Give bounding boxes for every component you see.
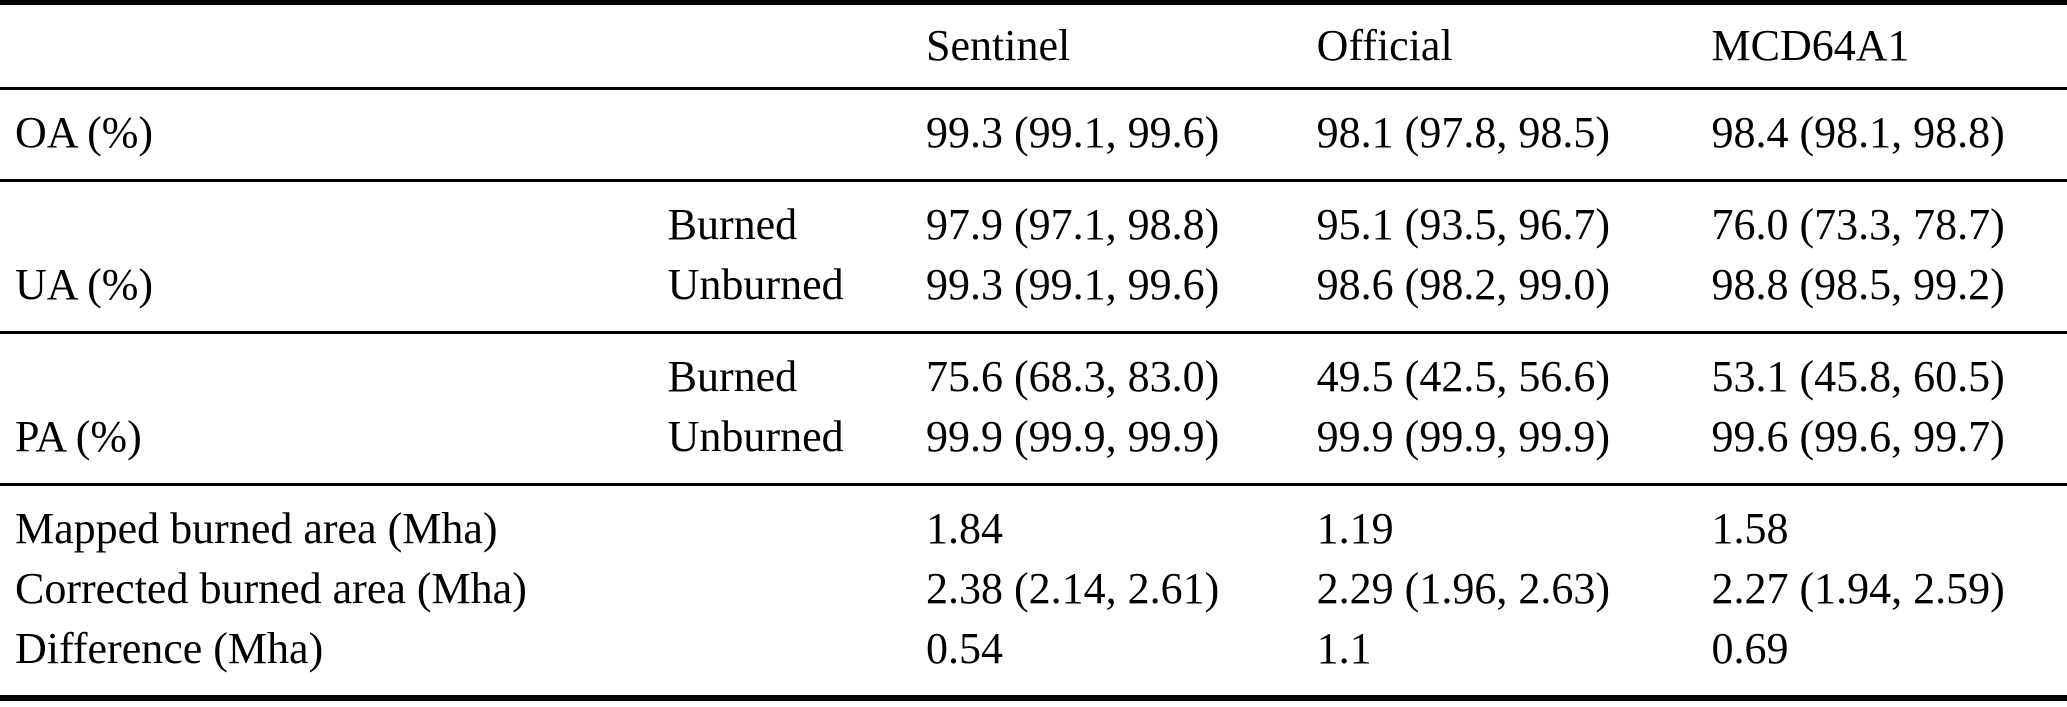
row-label-pa: PA (%) [15,412,142,461]
section-oa: OA (%) 99.3 (99.1, 99.6) 98.1 (97.8, 98.… [0,89,2067,181]
cell-pa-unburned-official: 99.9 (99.9, 99.9) [1316,412,1610,461]
section-pa: Burned 75.6 (68.3, 83.0) 49.5 (42.5, 56.… [0,333,2067,485]
cell-corrected-mcd64a1: 2.27 (1.94, 2.59) [1711,564,2005,613]
cell-pa-burned-mcd64a1: 53.1 (45.8, 60.5) [1711,352,2005,401]
cell-ua-unburned-mcd64a1: 98.8 (98.5, 99.2) [1711,260,2005,309]
cell-oa-mcd64a1: 98.4 (98.1, 98.8) [1711,108,2005,157]
table-row-corrected-area: Corrected burned area (Mha) 2.38 (2.14, … [0,559,2067,619]
cell-pa-unburned-sentinel: 99.9 (99.9, 99.9) [926,412,1220,461]
cell-corrected-sentinel: 2.38 (2.14, 2.61) [926,564,1220,613]
sublabel-pa-unburned: Unburned [667,412,844,461]
column-header-sentinel: Sentinel [926,21,1071,70]
sublabel-pa-burned: Burned [667,352,798,401]
column-header-mcd64a1: MCD64A1 [1711,21,1910,70]
cell-pa-burned-sentinel: 75.6 (68.3, 83.0) [926,352,1220,401]
cell-ua-unburned-sentinel: 99.3 (99.1, 99.6) [926,260,1220,309]
cell-pa-burned-official: 49.5 (42.5, 56.6) [1316,352,1610,401]
row-label-difference: Difference (Mha) [15,624,324,673]
table-row-ua-burned: Burned 97.9 (97.1, 98.8) 95.1 (93.5, 96.… [0,181,2067,256]
cell-ua-burned-sentinel: 97.9 (97.1, 98.8) [926,200,1220,249]
header-row: Sentinel Official MCD64A1 [0,3,2067,89]
cell-pa-unburned-mcd64a1: 99.6 (99.6, 99.7) [1711,412,2005,461]
cell-oa-sentinel: 99.3 (99.1, 99.6) [926,108,1220,157]
table-row-pa-burned: Burned 75.6 (68.3, 83.0) 49.5 (42.5, 56.… [0,333,2067,408]
sublabel-ua-burned: Burned [667,200,798,249]
cell-difference-sentinel: 0.54 [926,624,1004,673]
cell-mapped-sentinel: 1.84 [926,504,1004,553]
cell-corrected-official: 2.29 (1.96, 2.63) [1316,564,1610,613]
table-row-ua-unburned: UA (%) Unburned 99.3 (99.1, 99.6) 98.6 (… [0,255,2067,333]
row-label-oa: OA (%) [15,108,154,157]
row-label-corrected-area: Corrected burned area (Mha) [15,564,527,613]
row-label-empty [0,333,668,408]
cell-ua-unburned-official: 98.6 (98.2, 99.0) [1316,260,1610,309]
table-header: Sentinel Official MCD64A1 [0,3,2067,89]
cell-ua-burned-mcd64a1: 76.0 (73.3, 78.7) [1711,200,2005,249]
table-row-pa-unburned: PA (%) Unburned 99.9 (99.9, 99.9) 99.9 (… [0,407,2067,485]
cell-ua-burned-official: 95.1 (93.5, 96.7) [1316,200,1610,249]
cell-difference-official: 1.1 [1316,624,1372,673]
cell-mapped-official: 1.19 [1316,504,1394,553]
table-row-oa: OA (%) 99.3 (99.1, 99.6) 98.1 (97.8, 98.… [0,89,2067,181]
table-row-difference: Difference (Mha) 0.54 1.1 0.69 [0,619,2067,698]
cell-oa-official: 98.1 (97.8, 98.5) [1316,108,1610,157]
cell-mapped-mcd64a1: 1.58 [1711,504,1789,553]
section-burned-area: Mapped burned area (Mha) 1.84 1.19 1.58 … [0,485,2067,699]
row-label-empty [0,181,668,256]
column-header-official: Official [1316,21,1453,70]
section-ua: Burned 97.9 (97.1, 98.8) 95.1 (93.5, 96.… [0,181,2067,333]
cell-difference-mcd64a1: 0.69 [1711,624,1789,673]
header-empty-cell [0,3,926,89]
table-row-mapped-area: Mapped burned area (Mha) 1.84 1.19 1.58 [0,485,2067,560]
row-label-mapped-area: Mapped burned area (Mha) [15,504,498,553]
sublabel-ua-unburned: Unburned [667,260,844,309]
row-label-ua: UA (%) [15,260,154,309]
